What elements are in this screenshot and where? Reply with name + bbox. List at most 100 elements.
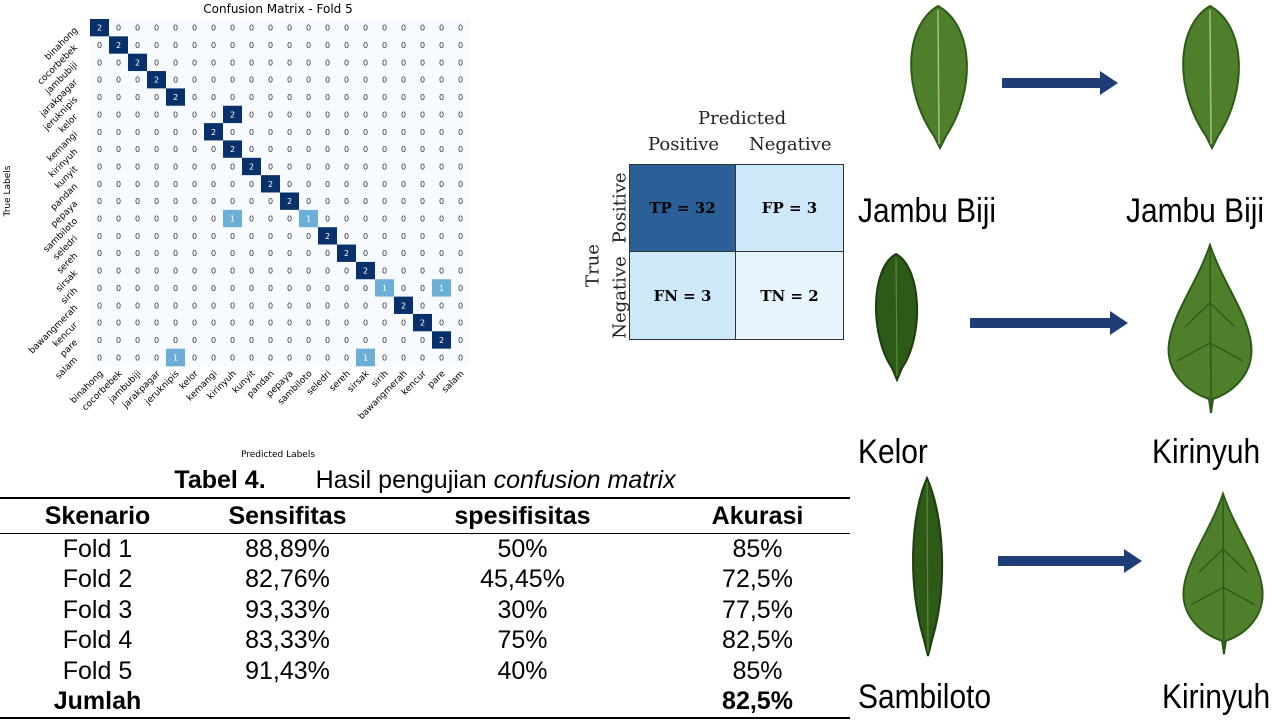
heatmap-cell — [432, 331, 452, 349]
cell-true-positive: TP = 32 — [629, 164, 736, 252]
cell-value-label: 0 — [230, 162, 235, 171]
cell-value-label: 0 — [401, 249, 406, 258]
results-table: Skenario Sensifitas spesifisitas Akurasi… — [0, 497, 850, 719]
cell-value-label: 0 — [420, 353, 425, 362]
cell-value-label: 0 — [192, 353, 197, 362]
cell-value-label: 0 — [135, 249, 140, 258]
cell-value-label: 0 — [192, 76, 197, 85]
heatmap-cell — [451, 140, 471, 159]
heatmap-cell — [147, 296, 167, 315]
cell-value-label: 0 — [344, 162, 349, 171]
heatmap-cell — [451, 296, 471, 315]
heatmap-cell — [394, 175, 414, 193]
cell-value-label: 0 — [116, 197, 121, 206]
cell-value-label: 1 — [363, 353, 368, 362]
cell-value-label: 0 — [268, 336, 273, 345]
cell-value-label: 0 — [135, 353, 140, 362]
cell-value-label: 0 — [249, 180, 254, 189]
header-sensifitas: Sensifitas — [195, 497, 380, 534]
heatmap-cell — [299, 140, 319, 159]
cell-value-label: 0 — [268, 58, 273, 67]
table-row: Fold 4 83,33% 75% 82,5% — [0, 626, 850, 657]
cell-value-label: 0 — [420, 301, 425, 310]
cell-value-label: 0 — [306, 58, 311, 67]
table-total-row: Jumlah 82,5% — [0, 686, 850, 719]
heatmap-cell — [128, 209, 148, 228]
heatmap-cell — [432, 53, 452, 72]
cell-value-label: 0 — [306, 197, 311, 206]
table-cell: 50% — [497, 534, 548, 563]
cell-value-label: 0 — [363, 76, 368, 85]
cell-value-label: 0 — [116, 76, 121, 85]
cell-value-label: 0 — [344, 232, 349, 241]
header-spesifisitas: spesifisitas — [380, 497, 665, 534]
cell-value-label: 0 — [306, 249, 311, 258]
cell-value-label: 0 — [173, 24, 178, 33]
heatmap-cell — [185, 227, 205, 245]
heatmap-cell — [261, 296, 281, 315]
cell-value-label: 0 — [420, 145, 425, 154]
heatmap-cell — [147, 71, 167, 89]
cell-value-label: 0 — [287, 128, 292, 137]
cell-value-label: 0 — [135, 110, 140, 119]
cell-value-label: 0 — [135, 215, 140, 224]
cell-value-label: 0 — [268, 41, 273, 50]
heatmap-cell — [318, 331, 338, 349]
cell-value-label: 0 — [211, 336, 216, 345]
cell-value-label: 0 — [382, 232, 387, 241]
cell-value-label: 0 — [192, 24, 197, 33]
cell-value-label: 0 — [135, 267, 140, 276]
heatmap-cell — [375, 279, 395, 297]
heatmap-cell — [128, 192, 148, 211]
cell-value-label: 0 — [97, 145, 102, 154]
cell-value-label: 0 — [287, 232, 292, 241]
cell-value-label: 0 — [344, 301, 349, 310]
cell-value-label: 0 — [401, 110, 406, 119]
table-cell: 85% — [732, 656, 783, 685]
heatmap-cell — [223, 157, 243, 176]
cell-value-label: 0 — [249, 41, 254, 50]
cell-value-label: 0 — [173, 284, 178, 293]
cell-value-label: 0 — [97, 180, 102, 189]
cell-value-label: 0 — [306, 301, 311, 310]
heatmap-cell — [394, 140, 414, 159]
heatmap-cell — [109, 71, 129, 89]
cell-value-label: 0 — [458, 24, 463, 33]
cell-value-label: 0 — [173, 319, 178, 328]
heatmap-cell — [356, 123, 376, 141]
heatmap-cell — [166, 244, 186, 263]
cell-value-label: 0 — [401, 232, 406, 241]
cell-value-label: 0 — [97, 336, 102, 345]
heatmap-cell — [337, 53, 357, 72]
heatmap-cell — [356, 296, 376, 315]
heatmap-cell — [204, 313, 224, 332]
heatmap-cell — [337, 157, 357, 176]
heatmap-cell — [261, 227, 281, 245]
heatmap-cell — [337, 105, 357, 124]
cell-value-label: 0 — [420, 128, 425, 137]
leaf-jambu-biji-predicted-image — [1182, 4, 1240, 150]
heatmap-cell — [109, 209, 129, 228]
cell-value-label: 2 — [344, 249, 349, 258]
cell-value-label: 0 — [287, 76, 292, 85]
cell-value-label: 0 — [458, 284, 463, 293]
cell-value-label: 0 — [401, 145, 406, 154]
cell-value-label: 0 — [344, 267, 349, 276]
cell-value-label: 0 — [230, 41, 235, 50]
heatmap-cell — [109, 140, 129, 159]
heatmap-cell — [280, 227, 300, 245]
cell-value-label: 0 — [439, 353, 444, 362]
cell-value-label: 0 — [97, 215, 102, 224]
cell-value-label: 2 — [401, 301, 406, 310]
heatmap-cell — [109, 88, 129, 107]
table-cell: Fold 4 — [62, 626, 133, 655]
heatmap-cell — [299, 348, 319, 367]
heatmap-cell — [128, 313, 148, 332]
heatmap-cell — [185, 331, 205, 349]
heatmap-cell — [394, 244, 414, 263]
heatmap-cell — [109, 244, 129, 263]
heatmap-cell — [204, 279, 224, 297]
table-row: Fold 2 82,76% 45,45% 72,5% — [0, 565, 850, 596]
cell-value-label: 0 — [325, 162, 330, 171]
cell-value-label: 0 — [420, 180, 425, 189]
